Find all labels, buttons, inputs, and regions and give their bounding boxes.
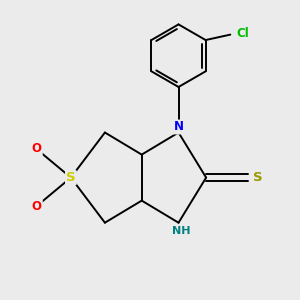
Text: Cl: Cl: [236, 27, 249, 40]
Text: N: N: [173, 121, 184, 134]
Text: S: S: [66, 171, 76, 184]
Text: O: O: [32, 200, 42, 213]
Text: NH: NH: [172, 226, 190, 236]
Text: S: S: [253, 171, 262, 184]
Text: O: O: [32, 142, 42, 155]
